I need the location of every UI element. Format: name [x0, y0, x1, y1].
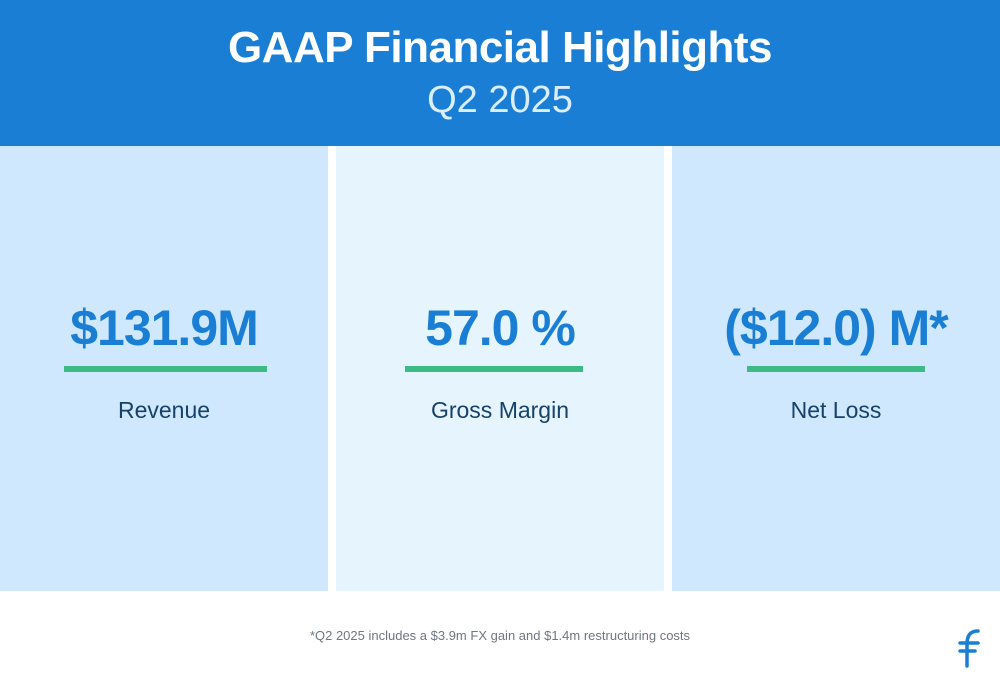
net-loss-panel: ($12.0) M* Net Loss: [672, 146, 1000, 591]
header-banner: GAAP Financial Highlights Q2 2025: [0, 0, 1000, 146]
revenue-label: Revenue: [117, 397, 211, 423]
gross-margin-label: Gross Margin: [430, 397, 570, 423]
footnote: *Q2 2025 includes a $3.9m FX gain and $1…: [309, 628, 691, 643]
revenue-value: $131.9M: [70, 300, 259, 356]
gross-margin-panel: 57.0 % Gross Margin: [336, 146, 664, 591]
page-title: GAAP Financial Highlights: [227, 23, 773, 72]
revenue-underline: [64, 366, 267, 372]
revenue-panel: $131.9M Revenue: [0, 146, 328, 591]
net-loss-underline: [747, 366, 925, 372]
gross-margin-underline: [405, 366, 583, 372]
net-loss-value: ($12.0) M*: [724, 300, 948, 356]
gross-margin-value: 57.0 %: [425, 300, 576, 356]
net-loss-label: Net Loss: [790, 397, 882, 423]
company-logo-icon: [958, 629, 980, 668]
page-subtitle: Q2 2025: [427, 79, 573, 121]
